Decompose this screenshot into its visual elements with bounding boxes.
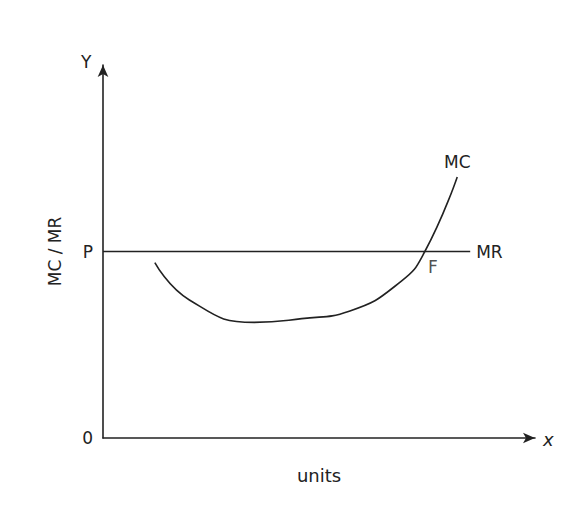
svg-text:units: units: [297, 465, 341, 486]
svg-text:F: F: [428, 257, 438, 277]
svg-text:Y: Y: [80, 52, 92, 72]
svg-text:P: P: [83, 242, 93, 262]
svg-text:x: x: [542, 429, 554, 450]
svg-text:MR: MR: [476, 242, 503, 262]
svg-text:0: 0: [82, 428, 93, 448]
svg-text:MC: MC: [444, 152, 471, 172]
svg-text:MC / MR: MC / MR: [45, 217, 65, 287]
